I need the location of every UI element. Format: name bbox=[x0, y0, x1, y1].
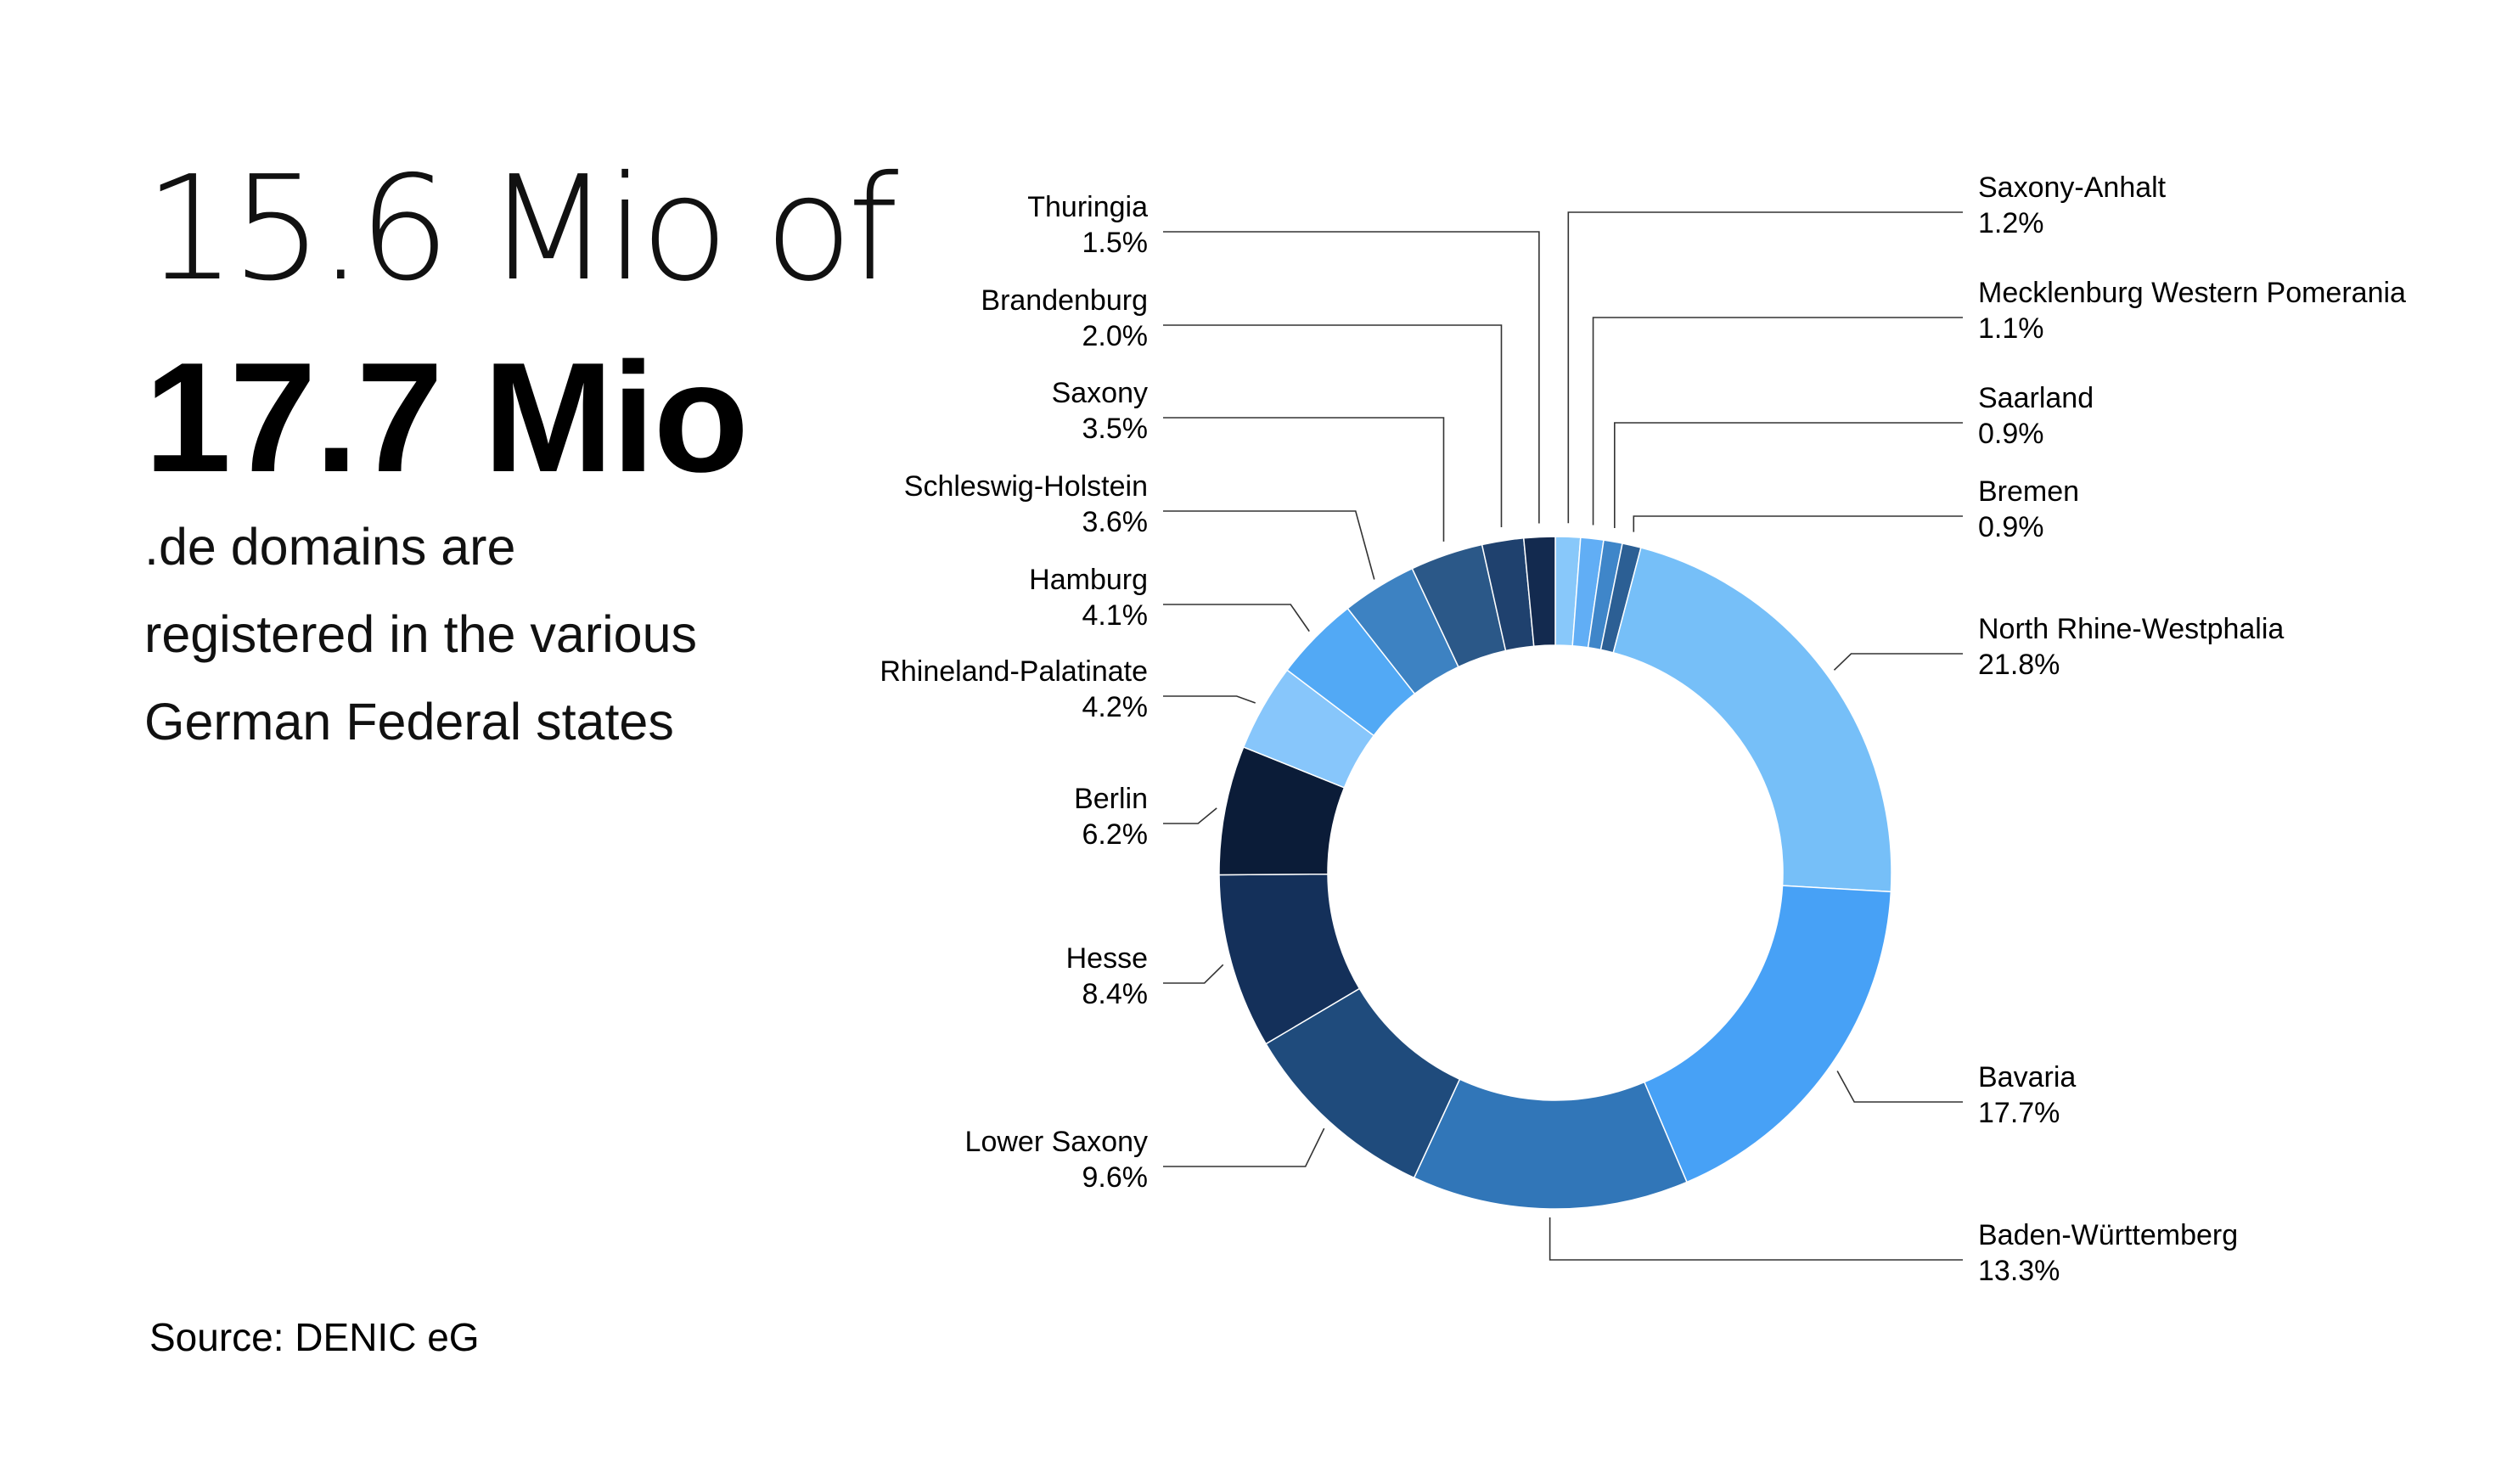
leader-line bbox=[1163, 231, 1540, 524]
slice-value-label: 3.5% bbox=[1082, 413, 1149, 445]
slice-value-label: 13.3% bbox=[1978, 1255, 2060, 1287]
leader-line bbox=[1549, 1217, 1963, 1261]
slice-label: Baden-Württemberg bbox=[1978, 1219, 2238, 1251]
slice-label: Berlin bbox=[1074, 783, 1148, 815]
slice-label: Saxony-Anhalt bbox=[1978, 171, 2167, 204]
leader-line bbox=[1163, 695, 1256, 704]
slice-value-label: 4.1% bbox=[1082, 599, 1149, 632]
slice-baden-w-rttemberg bbox=[1413, 1078, 1688, 1210]
leader-line bbox=[1163, 604, 1310, 632]
slice-label: Hesse bbox=[1066, 942, 1148, 975]
slice-label: Saxony bbox=[1052, 377, 1148, 409]
slice-label: Lower Saxony bbox=[965, 1126, 1148, 1158]
leader-line bbox=[1163, 417, 1445, 542]
slice-value-label: 1.1% bbox=[1978, 312, 2044, 345]
slice-value-label: 3.6% bbox=[1082, 506, 1149, 538]
leader-line bbox=[1836, 1071, 1963, 1103]
slice-label: Saarland bbox=[1978, 382, 2094, 414]
headline-subtext: .de domains are registered in the variou… bbox=[144, 503, 908, 766]
leader-line bbox=[1633, 515, 1963, 532]
headline-line-5: German Federal states bbox=[144, 693, 674, 750]
slice-value-label: 6.2% bbox=[1082, 818, 1149, 851]
slice-value-label: 4.2% bbox=[1082, 691, 1149, 723]
headline: 15.6 Mio of 17.7 Mio .de domains are reg… bbox=[144, 157, 908, 766]
leader-line bbox=[1163, 324, 1503, 527]
leader-line bbox=[1567, 211, 1963, 524]
headline-line-2: 17.7 Mio bbox=[144, 329, 749, 504]
headline-line-4: registered in the various bbox=[144, 605, 698, 663]
slice-value-label: 9.6% bbox=[1082, 1161, 1149, 1194]
source-note: Source: DENIC eG bbox=[149, 1315, 480, 1359]
leader-line bbox=[1163, 1127, 1325, 1167]
slice-value-label: 21.8% bbox=[1978, 649, 2060, 681]
leader-line bbox=[1163, 510, 1375, 580]
slice-label: Hamburg bbox=[1029, 564, 1148, 596]
slice-label: Mecklenburg Western Pomerania bbox=[1978, 277, 2406, 309]
slice-value-label: 0.9% bbox=[1978, 418, 2044, 450]
headline-line-1: 15.6 Mio of bbox=[144, 145, 898, 313]
slice-label: Bavaria bbox=[1978, 1061, 2076, 1093]
slice-value-label: 1.2% bbox=[1978, 207, 2044, 239]
slice-label: Brandenburg bbox=[981, 284, 1148, 317]
leader-line bbox=[1592, 317, 1963, 526]
slice-bavaria bbox=[1643, 885, 1892, 1183]
slice-label: Schleswig-Holstein bbox=[904, 470, 1148, 503]
slice-value-label: 2.0% bbox=[1082, 320, 1149, 352]
leader-line bbox=[1833, 653, 1963, 671]
slice-label: Bremen bbox=[1978, 475, 2079, 508]
slice-value-label: 8.4% bbox=[1082, 978, 1149, 1010]
slice-value-label: 17.7% bbox=[1978, 1097, 2060, 1129]
slice-thuringia bbox=[1522, 536, 1556, 648]
leader-line bbox=[1614, 422, 1963, 529]
slice-north-rhine-westphalia bbox=[1612, 547, 1892, 893]
headline-line-3: .de domains are bbox=[144, 518, 516, 576]
slice-value-label: 0.9% bbox=[1978, 511, 2044, 543]
leader-line bbox=[1163, 964, 1224, 984]
slice-label: Thuringia bbox=[1027, 191, 1148, 223]
slice-label: North Rhine-Westphalia bbox=[1978, 613, 2284, 645]
leader-line bbox=[1163, 807, 1217, 824]
slice-label: Rhineland-Palatinate bbox=[880, 655, 1148, 688]
slice-value-label: 1.5% bbox=[1082, 227, 1149, 259]
